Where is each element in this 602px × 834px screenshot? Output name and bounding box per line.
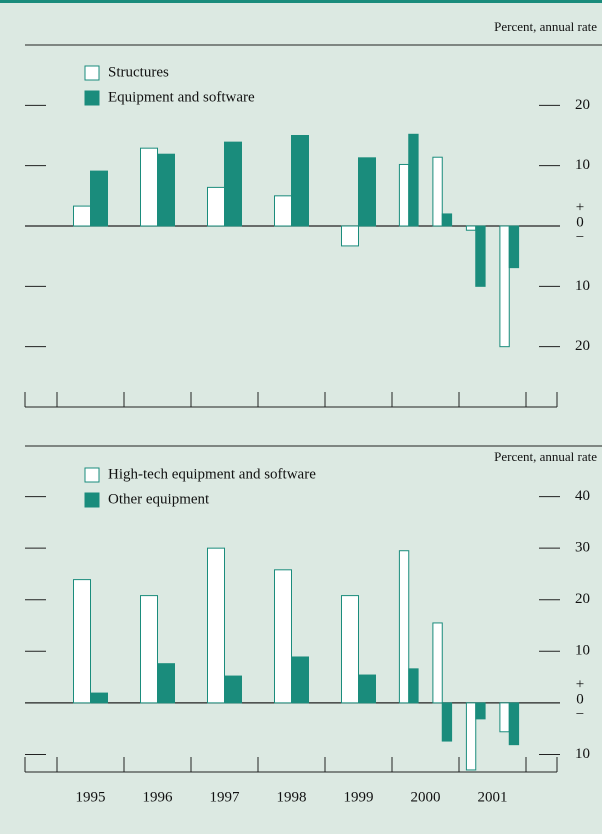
bar (140, 595, 158, 704)
bar (499, 702, 510, 733)
bar (465, 702, 477, 771)
y-tick-label: 0 (576, 691, 584, 707)
bar (398, 163, 410, 227)
legend-label: High-tech equipment and software (108, 466, 316, 482)
legend-label: Structures (108, 64, 169, 80)
bar (157, 153, 175, 227)
y-tick-label: 10 (575, 278, 590, 294)
axis-note: Percent, annual rate (494, 19, 597, 34)
y-tick-label: 20 (575, 591, 590, 607)
bar (341, 225, 359, 247)
bar (475, 702, 486, 720)
y-tick-label: 20 (575, 338, 590, 354)
bar (291, 135, 309, 227)
legend-swatch (84, 90, 100, 106)
y-tick-label: 10 (575, 157, 590, 173)
bar (358, 674, 376, 704)
bar (499, 225, 510, 348)
y-tick-label: 30 (575, 540, 590, 556)
bar (441, 213, 453, 227)
x-tick-label: 1996 (143, 789, 174, 805)
y-tick-label: 20 (575, 97, 590, 113)
x-tick-label: 2001 (478, 789, 508, 805)
sign-label: − (576, 229, 584, 245)
legend-swatch (84, 492, 100, 508)
bar (90, 692, 108, 704)
bar (358, 157, 376, 227)
y-tick-label: 10 (575, 643, 590, 659)
bar (408, 133, 419, 227)
bar (224, 675, 242, 704)
bar (274, 195, 292, 227)
y-tick-label: 0 (576, 214, 584, 230)
bar (432, 156, 443, 227)
top-band (0, 0, 602, 3)
bar (441, 702, 453, 742)
x-tick-label: 1999 (344, 789, 374, 805)
legend-label: Equipment and software (108, 89, 255, 105)
x-tick-label: 1998 (277, 789, 307, 805)
bar (341, 595, 359, 704)
bar (157, 663, 175, 704)
sign-label: + (576, 676, 584, 692)
bar (432, 622, 443, 704)
y-tick-label: 40 (575, 488, 590, 504)
legend-swatch (84, 65, 100, 81)
bar (291, 656, 309, 704)
bar (465, 225, 477, 231)
bar (274, 569, 292, 704)
y-tick-label: 10 (575, 746, 590, 762)
bar (207, 547, 225, 704)
bar (508, 702, 520, 746)
bar (140, 147, 158, 227)
axis-note: Percent, annual rate (494, 449, 597, 464)
bar (207, 186, 225, 227)
bar (408, 668, 419, 704)
sign-label: + (576, 199, 584, 215)
bar (475, 225, 486, 287)
x-tick-label: 1995 (76, 789, 106, 805)
bar (398, 550, 410, 704)
sign-label: − (576, 706, 584, 722)
x-tick-label: 2000 (411, 789, 441, 805)
bar (90, 170, 108, 227)
bar (508, 225, 520, 269)
bar (224, 141, 242, 227)
legend-label: Other equipment (108, 491, 210, 507)
bar (73, 579, 91, 704)
bar (73, 205, 91, 227)
legend-swatch (84, 467, 100, 483)
x-tick-label: 1997 (210, 789, 241, 805)
